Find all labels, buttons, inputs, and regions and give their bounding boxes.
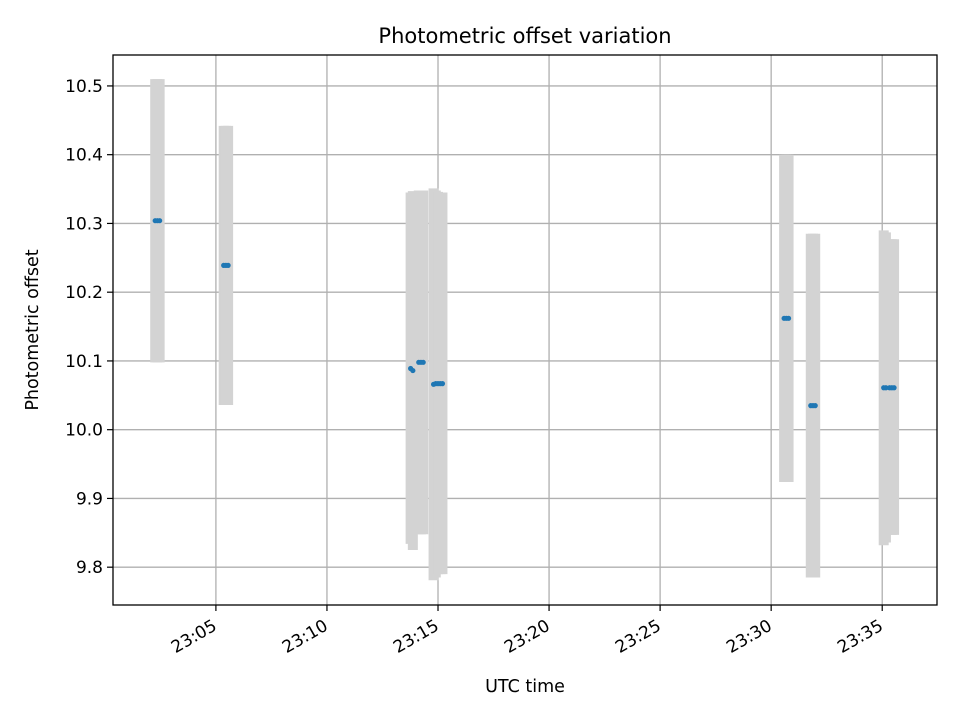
data-point-15 — [439, 381, 446, 387]
y-tick-label-5: 10.3 — [65, 214, 103, 234]
x-axis-label: UTC time — [485, 677, 565, 697]
data-points — [152, 218, 897, 409]
y-tick-label-4: 10.2 — [65, 283, 103, 303]
y-tick-label-2: 10.0 — [65, 421, 103, 441]
chart-title: Photometric offset variation — [378, 24, 671, 48]
y-tick-label-0: 9.8 — [76, 558, 103, 578]
data-point-5 — [225, 262, 231, 268]
y-tick-label-1: 9.9 — [76, 489, 103, 509]
data-point-7 — [410, 367, 416, 374]
grid — [113, 55, 937, 605]
data-point-26 — [891, 385, 897, 391]
y-tick-label-3: 10.1 — [65, 352, 103, 372]
plot-frame — [112, 54, 938, 606]
y-tick-label-6: 10.4 — [65, 146, 103, 166]
y-axis-ticks: 9.8 9.9 10.0 10.1 10.2 10.3 10.4 10.5 — [65, 77, 113, 578]
data-point-23 — [883, 385, 889, 391]
data-point-10 — [420, 359, 426, 365]
data-point-18 — [785, 315, 792, 321]
y-axis-label: Photometric offset — [23, 249, 43, 410]
data-point-2 — [157, 218, 163, 224]
y-tick-label-7: 10.5 — [65, 77, 103, 97]
data-point-21 — [812, 403, 818, 409]
